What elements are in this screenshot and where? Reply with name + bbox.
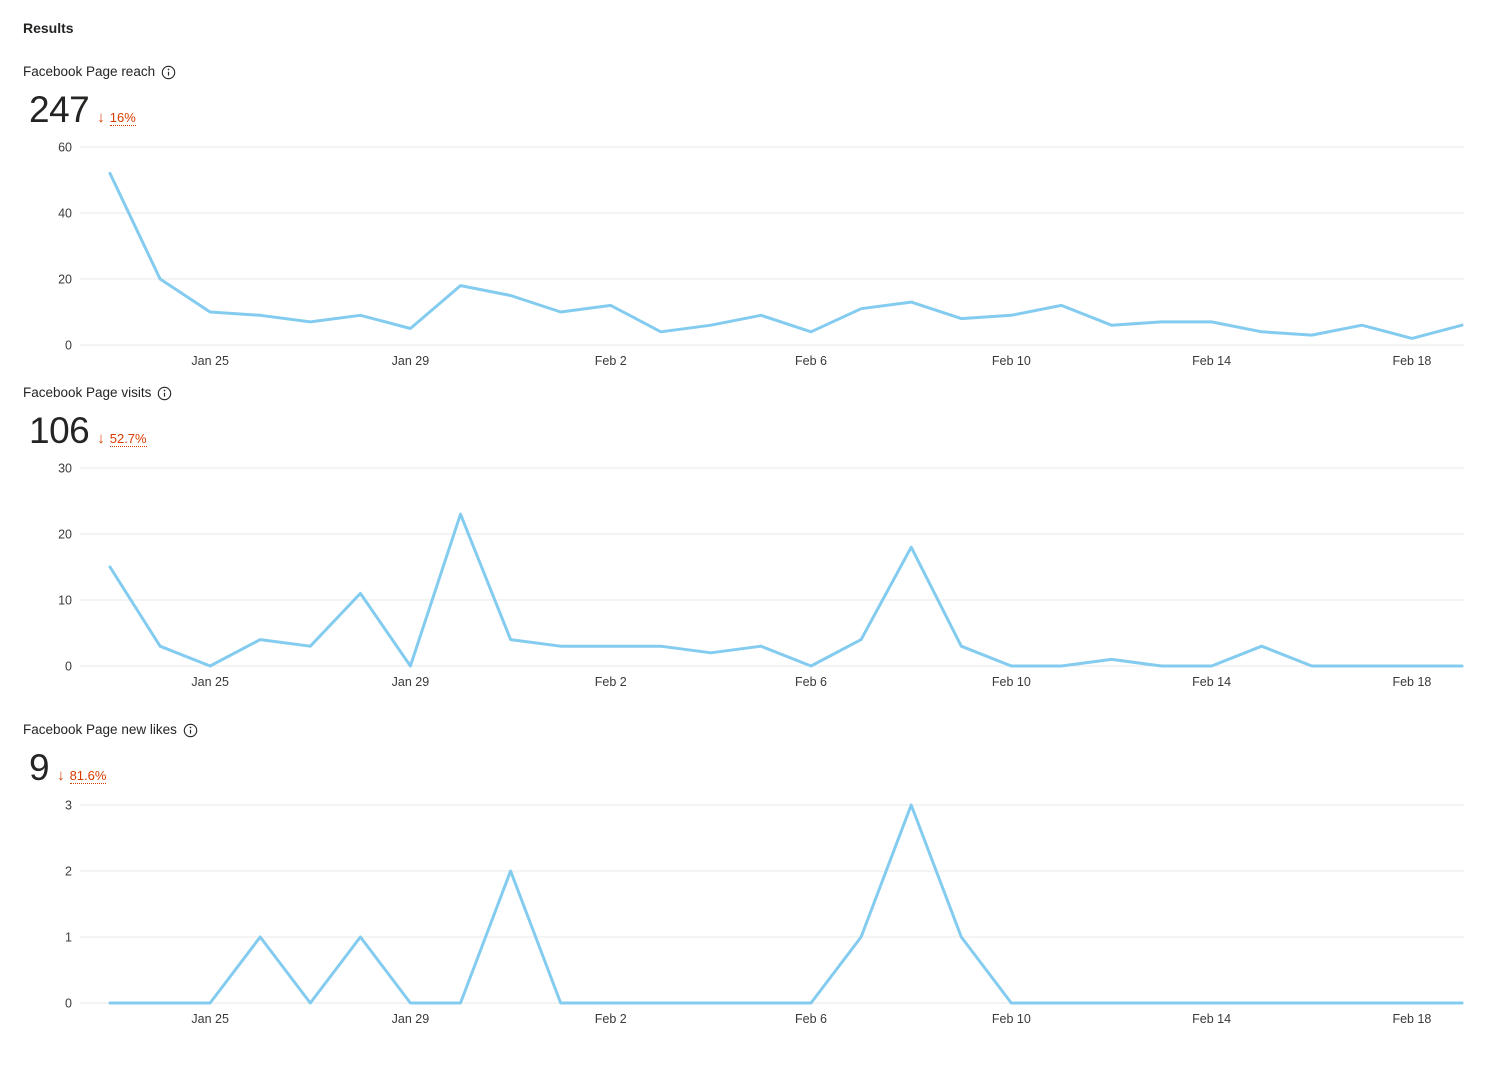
x-axis-tick-label: Feb 18 xyxy=(1392,354,1431,368)
metric-label: Facebook Page new likes xyxy=(23,722,177,737)
x-axis-tick-label: Feb 14 xyxy=(1192,354,1231,368)
y-axis-tick-label: 20 xyxy=(58,528,72,542)
analytics-results-page: { "page_title": "Results", "colors": { "… xyxy=(0,18,1507,1087)
x-axis-tick-label: Jan 29 xyxy=(392,354,430,368)
info-icon-glyph xyxy=(161,65,176,79)
x-axis-tick-label: Feb 10 xyxy=(992,675,1031,689)
page-title: Results xyxy=(23,20,74,36)
info-icon-glyph xyxy=(158,386,172,400)
trend-percent[interactable]: 52.7% xyxy=(109,431,147,447)
metric-value: 247 xyxy=(29,89,90,130)
chart-line xyxy=(108,171,1464,340)
y-axis-tick-label: 3 xyxy=(65,799,72,813)
y-axis-tick-label: 60 xyxy=(58,141,72,155)
info-icon[interactable] xyxy=(157,386,172,401)
x-axis-tick-label: Jan 25 xyxy=(191,1012,229,1026)
y-axis-tick-label: 1 xyxy=(65,931,72,945)
y-axis-tick-label: 20 xyxy=(58,273,72,287)
trend-percent[interactable]: 81.6% xyxy=(69,768,107,784)
info-icon-glyph xyxy=(183,723,198,737)
y-axis-tick-label: 30 xyxy=(58,462,72,476)
chart-line xyxy=(108,512,1464,668)
y-axis-tick-label: 2 xyxy=(65,865,72,879)
x-axis-tick-label: Feb 6 xyxy=(795,354,827,368)
x-axis-tick-label: Feb 6 xyxy=(795,1012,827,1026)
line-chart-visits: 30 20 10 0 Jan 25 Jan 29 Feb 2 Feb 6 Feb 10 Feb 1… xyxy=(58,462,1464,689)
metric-label: Facebook Page reach xyxy=(23,64,156,79)
y-axis-tick-label: 0 xyxy=(65,997,72,1011)
x-axis-tick-label: Feb 18 xyxy=(1392,1012,1431,1026)
line-chart-new-likes: 3 2 1 0 Jan 25 Jan 29 Feb 2 Feb 6 Feb 10 Feb 14 Fe… xyxy=(65,799,1464,1026)
x-axis-tick-label: Feb 10 xyxy=(992,1012,1031,1026)
x-axis-tick-label: Feb 2 xyxy=(595,354,627,368)
x-axis-tick-label: Jan 29 xyxy=(392,1012,430,1026)
x-axis-tick-label: Feb 14 xyxy=(1192,675,1231,689)
trend-percent[interactable]: 16% xyxy=(109,110,136,126)
line-chart-reach: 60 40 20 0 Jan 25 Jan 29 Feb 2 Feb 6 Feb 10 Feb 1… xyxy=(58,141,1464,368)
metric-section-reach: Facebook Page reach 247 ↓ 16% 60 40 20 0 Jan… xyxy=(0,62,1507,375)
x-axis-tick-label: Feb 6 xyxy=(795,675,827,689)
info-icon[interactable] xyxy=(183,723,198,738)
chart-line xyxy=(108,803,1464,1005)
trend-down-arrow-icon: ↓ xyxy=(97,109,105,126)
trend-down-arrow-icon: ↓ xyxy=(97,430,105,447)
y-axis-tick-label: 40 xyxy=(58,207,72,221)
y-axis-tick-label: 10 xyxy=(58,594,72,608)
x-axis-tick-label: Jan 29 xyxy=(392,675,430,689)
y-axis-tick-label: 0 xyxy=(65,339,72,353)
x-axis-tick-label: Feb 10 xyxy=(992,354,1031,368)
y-axis-tick-label: 0 xyxy=(65,660,72,674)
metric-section-visits: Facebook Page visits 106 ↓ 52.7% 30 20 10 0… xyxy=(0,383,1507,696)
x-axis-tick-label: Feb 18 xyxy=(1392,675,1431,689)
info-icon[interactable] xyxy=(161,65,176,80)
x-axis-tick-label: Feb 2 xyxy=(595,675,627,689)
trend-down-arrow-icon: ↓ xyxy=(57,767,65,784)
x-axis-tick-label: Feb 14 xyxy=(1192,1012,1231,1026)
x-axis-tick-label: Jan 25 xyxy=(191,354,229,368)
x-axis-tick-label: Jan 25 xyxy=(191,675,229,689)
metric-label: Facebook Page visits xyxy=(23,385,152,400)
metric-value: 106 xyxy=(29,410,90,451)
x-axis-tick-label: Feb 2 xyxy=(595,1012,627,1026)
metric-value: 9 xyxy=(29,747,50,788)
metric-section-new-likes: Facebook Page new likes 9 ↓ 81.6% 3 2 1 0 Ja… xyxy=(0,720,1507,1033)
